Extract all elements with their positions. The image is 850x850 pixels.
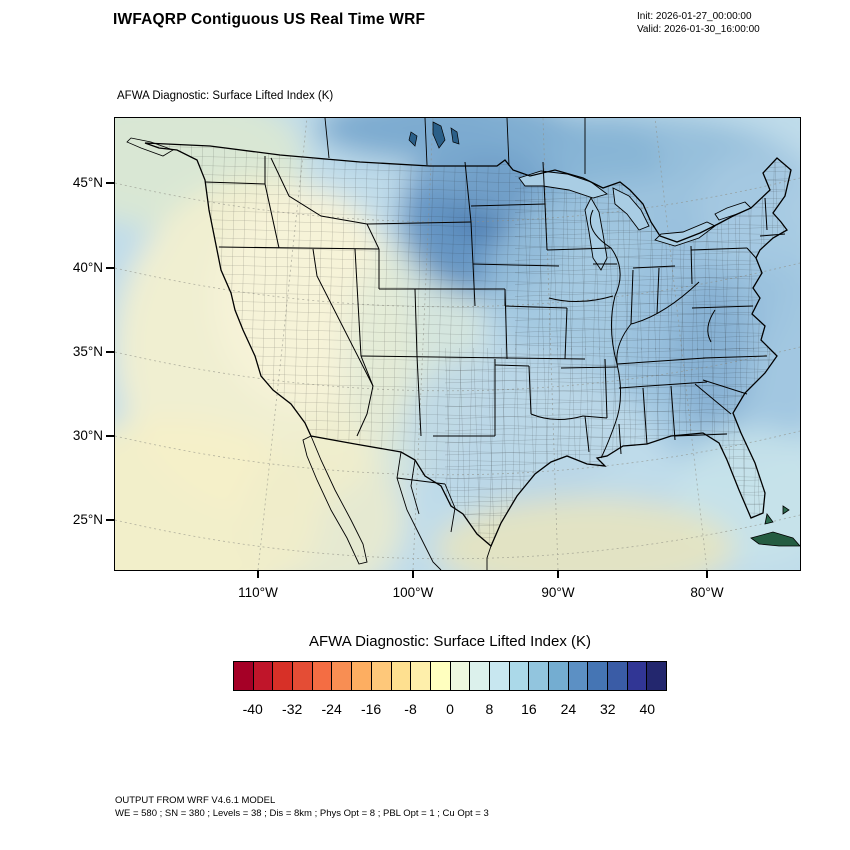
colorbar-cell [568,662,589,690]
lat-axis-tick [106,519,114,521]
colorbar-cell [371,662,392,690]
map-frame [114,117,801,571]
province-borders [324,118,586,174]
colorbar-title: AFWA Diagnostic: Surface Lifted Index (K… [308,633,592,650]
lon-axis-tick [412,571,414,578]
init-time-label: Init: 2026-01-27_00:00:00 [637,11,752,22]
colorbar-cell [647,662,667,690]
colorbar [233,661,667,691]
lon-axis-tick [257,571,259,578]
lat-tick-label-40n: 40°N [72,260,103,275]
footer-config-line: WE = 580 ; SN = 380 ; Levels = 38 ; Dis … [115,807,489,819]
colorbar-tick-label: -8 [404,701,417,717]
map-subtitle: AFWA Diagnostic: Surface Lifted Index (K… [117,90,334,102]
colorbar-cell [450,662,471,690]
lat-tick-label-35n: 35°N [72,344,103,359]
colorbar-cell [234,662,254,690]
lon-tick-label-80w: 80°W [690,585,724,600]
colorbar-cell [391,662,412,690]
colorbar-cell [352,662,372,690]
colorbar-cell [509,662,530,690]
colorbar-tick-label: 40 [639,701,656,717]
colorbar-cell [411,662,431,690]
lat-axis-tick [106,182,114,184]
valid-time-label: Valid: 2026-01-30_16:00:00 [637,24,760,35]
colorbar-cell [489,662,510,690]
colorbar-tick-label: 8 [485,701,494,717]
colorbar-cell [608,662,628,690]
lon-axis-tick [557,571,559,578]
caribbean-islands [750,505,800,547]
vancouver-island [126,137,174,157]
colorbar-tick-label: -40 [242,701,263,717]
lat-axis-tick [106,351,114,353]
colorbar-tick-label: -32 [282,701,303,717]
colorbar-cell [430,662,451,690]
colorbar-tick-label: 32 [600,701,616,717]
colorbar-cell [549,662,569,690]
lat-tick-label-25n: 25°N [72,512,103,527]
footer-model-line: OUTPUT FROM WRF V4.6.1 MODEL [115,795,276,806]
colorbar-cell [293,662,313,690]
lat-tick-label-45n: 45°N [72,175,103,190]
colorbar-cell [312,662,333,690]
conus-outline [144,142,792,548]
colorbar-tick-label: -24 [321,701,342,717]
colorbar-cell [253,662,274,690]
lon-tick-label-110w: 110°W [238,585,278,600]
canadian-lakes [408,121,460,149]
conus-map-svg [115,118,800,570]
colorbar-cell [273,662,294,690]
colorbar-cell [529,662,549,690]
lat-tick-label-30n: 30°N [72,428,103,443]
lat-axis-tick [106,267,114,269]
colorbar-cell [627,662,648,690]
lon-tick-label-90w: 90°W [541,585,575,600]
colorbar-tick-labels: -40 -32 -24 -16 -8 0 8 16 24 32 40 [233,701,667,719]
lon-tick-label-100w: 100°W [392,585,434,600]
footer-notes: OUTPUT FROM WRF V4.6.1 MODEL WE = 580 ; … [115,795,489,821]
colorbar-cell [332,662,353,690]
colorbar-tick-label: -16 [360,701,382,717]
colorbar-tick-label: 24 [560,701,577,717]
lon-axis-tick [706,571,708,578]
colorbar-tick-label: 16 [521,701,537,717]
state-borders [204,156,786,459]
colorbar-cell [470,662,490,690]
lat-axis-tick [106,435,114,437]
colorbar-cell [588,662,609,690]
plot-title: IWFAQRP Contiguous US Real Time WRF [113,11,426,28]
colorbar-tick-label: 0 [446,701,454,717]
